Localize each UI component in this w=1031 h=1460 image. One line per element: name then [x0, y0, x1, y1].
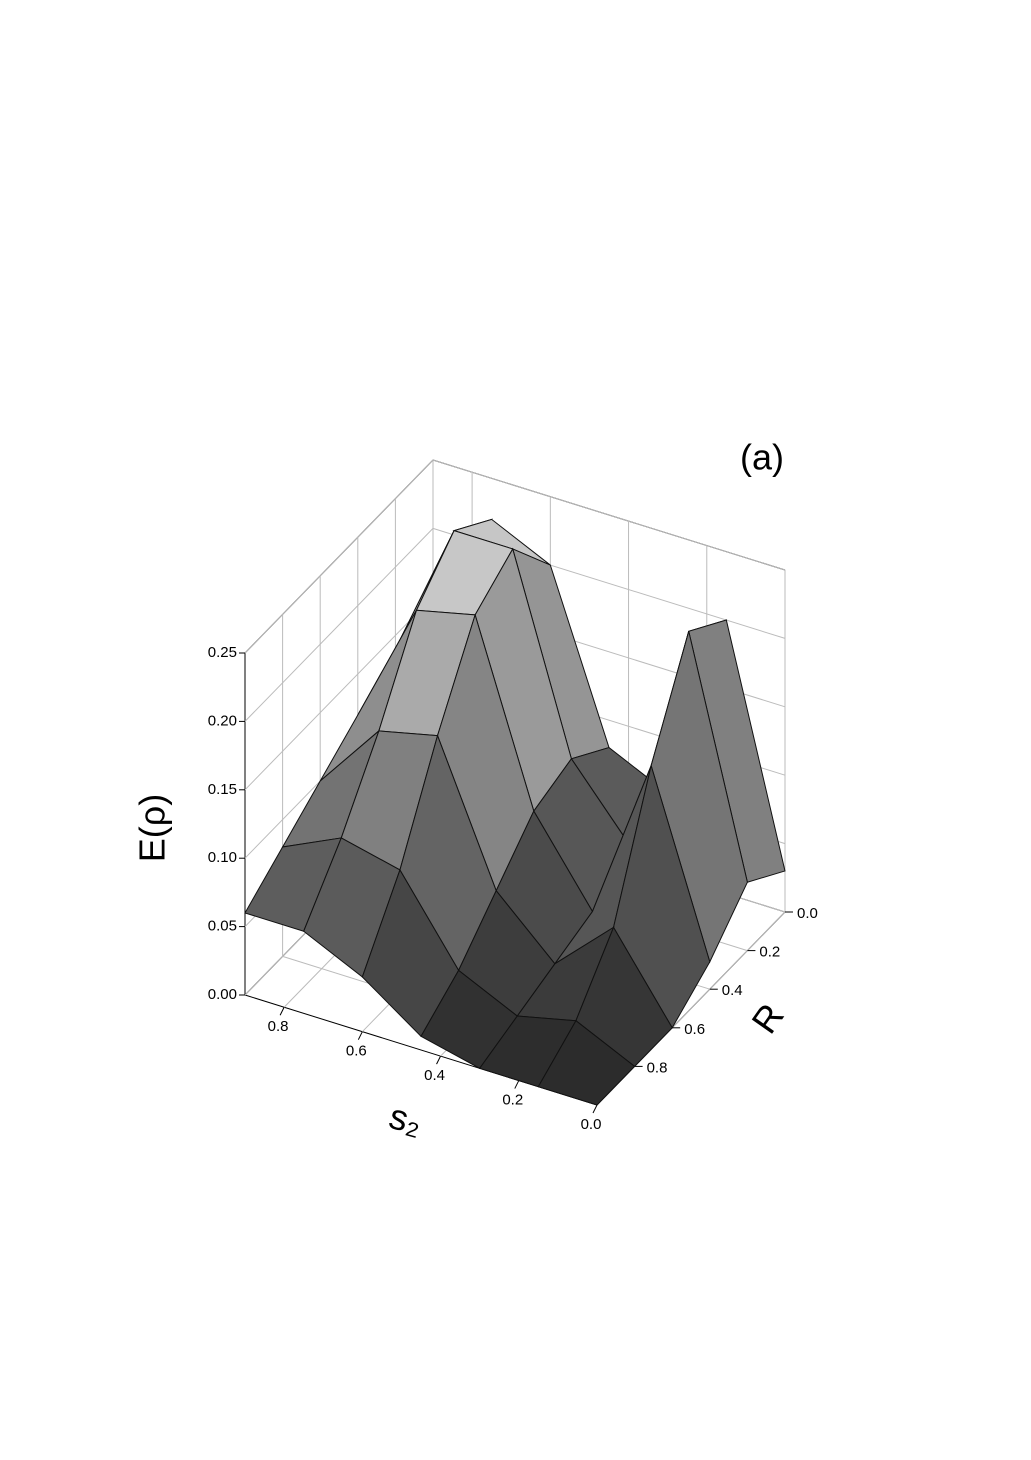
x-tick — [279, 1006, 285, 1016]
grid-line — [432, 459, 786, 571]
x-tick — [592, 1104, 598, 1114]
z-tick-label: 0.20 — [208, 712, 237, 729]
z-tick-label: 0.00 — [208, 986, 237, 1003]
surface-patch — [537, 1019, 636, 1106]
grid-line — [244, 459, 434, 654]
x-tick — [514, 1080, 520, 1089]
x-tick-label: 0.6 — [346, 1043, 367, 1060]
grid-line — [244, 528, 434, 722]
y-tick-label: 0.6 — [684, 1021, 705, 1038]
y-axis-label: R — [743, 996, 791, 1041]
y-tick-label: 0.8 — [647, 1059, 668, 1076]
x-tick — [436, 1055, 442, 1065]
z-tick-label: 0.10 — [208, 849, 237, 866]
y-tick-label: 0.0 — [797, 905, 818, 922]
x-tick-label: 0.0 — [581, 1116, 602, 1133]
panel-label: (a) — [740, 437, 784, 478]
x-tick-label: 0.4 — [424, 1067, 445, 1084]
grid-line — [244, 596, 434, 791]
x-tick-label: 0.2 — [502, 1092, 523, 1109]
z-axis-label: E(ρ) — [132, 794, 173, 862]
y-tick-label: 0.2 — [759, 944, 780, 961]
x-axis-label: s₂ — [385, 1095, 427, 1143]
x-tick — [357, 1031, 363, 1040]
x-tick-label: 0.8 — [268, 1018, 289, 1035]
y-tick-label: 0.4 — [722, 982, 743, 999]
z-tick-label: 0.15 — [208, 781, 237, 798]
z-tick-label: 0.05 — [208, 918, 237, 935]
z-tick-label: 0.25 — [208, 644, 237, 661]
